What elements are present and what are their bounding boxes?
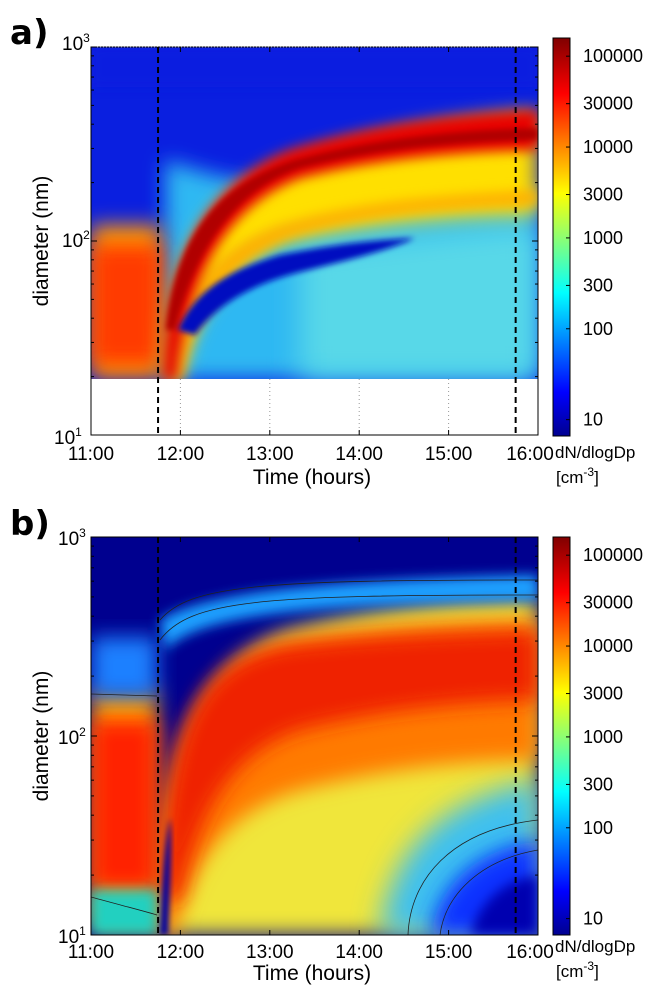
panel-b-xtick-label: 12:00 [157,942,205,963]
colorbar-tick-label: 100000 [583,545,643,565]
panel-a-xtick-label: 14:00 [335,444,383,465]
panel-a-colorbar-unit: [cm-3] [556,465,599,487]
panel-a-heatmap [91,47,538,379]
panel-b-xtick-label: 16:00 [506,942,554,963]
panel-b-xtick-label: 13:00 [246,942,294,963]
panel-b-xtick-label: 15:00 [425,942,473,963]
panel-a-no-data-area [91,379,538,435]
colorbar-tick-label: 100 [583,818,613,838]
colorbar-tick-label: 30000 [583,593,633,613]
panel-a-colorbar-label: dN/dlogDp [555,443,635,462]
colorbar-tick-label: 300 [583,774,613,794]
panel-b-label: b) [10,504,50,544]
panel-a-xtick-label: 13:00 [246,444,294,465]
colorbar-tick-label: 3000 [583,684,623,704]
colorbar-tick-label: 30000 [583,94,633,114]
panel-a-label: a) [10,13,48,53]
panel-b-xtick-label: 11:00 [68,942,114,963]
colorbar-tick-label: 10000 [583,636,633,656]
panel-b-ylabel: diameter (nm) [30,671,53,802]
colorbar-tick-label: 10000 [583,137,633,157]
panel-b-colorbar-unit: [cm-3] [556,959,599,981]
panel-a-xtick-label: 15:00 [425,444,473,465]
panel-a-ticks [90,46,539,436]
panel-b-colorbar [552,536,571,936]
panel-b-heatmap [91,537,538,935]
panel-b-dashed-markers [157,537,517,935]
panel-b-colorbar-label: dN/dlogDp [555,937,635,956]
panel-a-xtick-label: 12:00 [157,444,205,465]
panel-a-ytick-label: 102 [62,228,90,252]
colorbar-tick-label: 10 [583,410,603,430]
colorbar-tick-label: 300 [583,275,613,295]
panel-a-dashed-markers [157,47,517,435]
panel-a: a) [10,13,643,489]
panel-a-colorbar-ticks: 100000 30000 10000 3000 1000 300 100 10 [566,46,643,430]
colorbar-tick-label: 100000 [583,46,643,66]
panel-a-xtick-label: 11:00 [68,444,114,465]
colorbar-tick-label: 1000 [583,727,623,747]
panel-b: b) [10,504,643,985]
panel-a-ytick-label: 103 [62,31,90,55]
panel-a-colorbar [552,37,571,437]
panel-b-ytick-label: 102 [58,725,86,749]
colorbar-tick-label: 3000 [583,185,623,205]
panel-b-xlabel: Time (hours) [253,962,371,985]
panel-b-contours [91,579,538,935]
panel-b-ytick-label: 103 [58,526,86,550]
panel-b-xtick-label: 14:00 [335,942,383,963]
panel-a-xtick-label: 16:00 [506,444,554,465]
panel-b-ytick-label: 101 [58,924,86,948]
panel-b-colorbar-ticks: 100000 30000 10000 3000 1000 300 100 10 [566,545,643,929]
colorbar-tick-label: 100 [583,319,613,339]
panel-a-xlabel: Time (hours) [253,466,371,489]
colorbar-tick-label: 1000 [583,228,623,248]
colorbar-tick-label: 10 [583,909,603,929]
panel-a-ytick-label: 101 [54,425,82,449]
panel-b-ticks [90,536,539,936]
panel-a-ylabel: diameter (nm) [30,176,53,307]
